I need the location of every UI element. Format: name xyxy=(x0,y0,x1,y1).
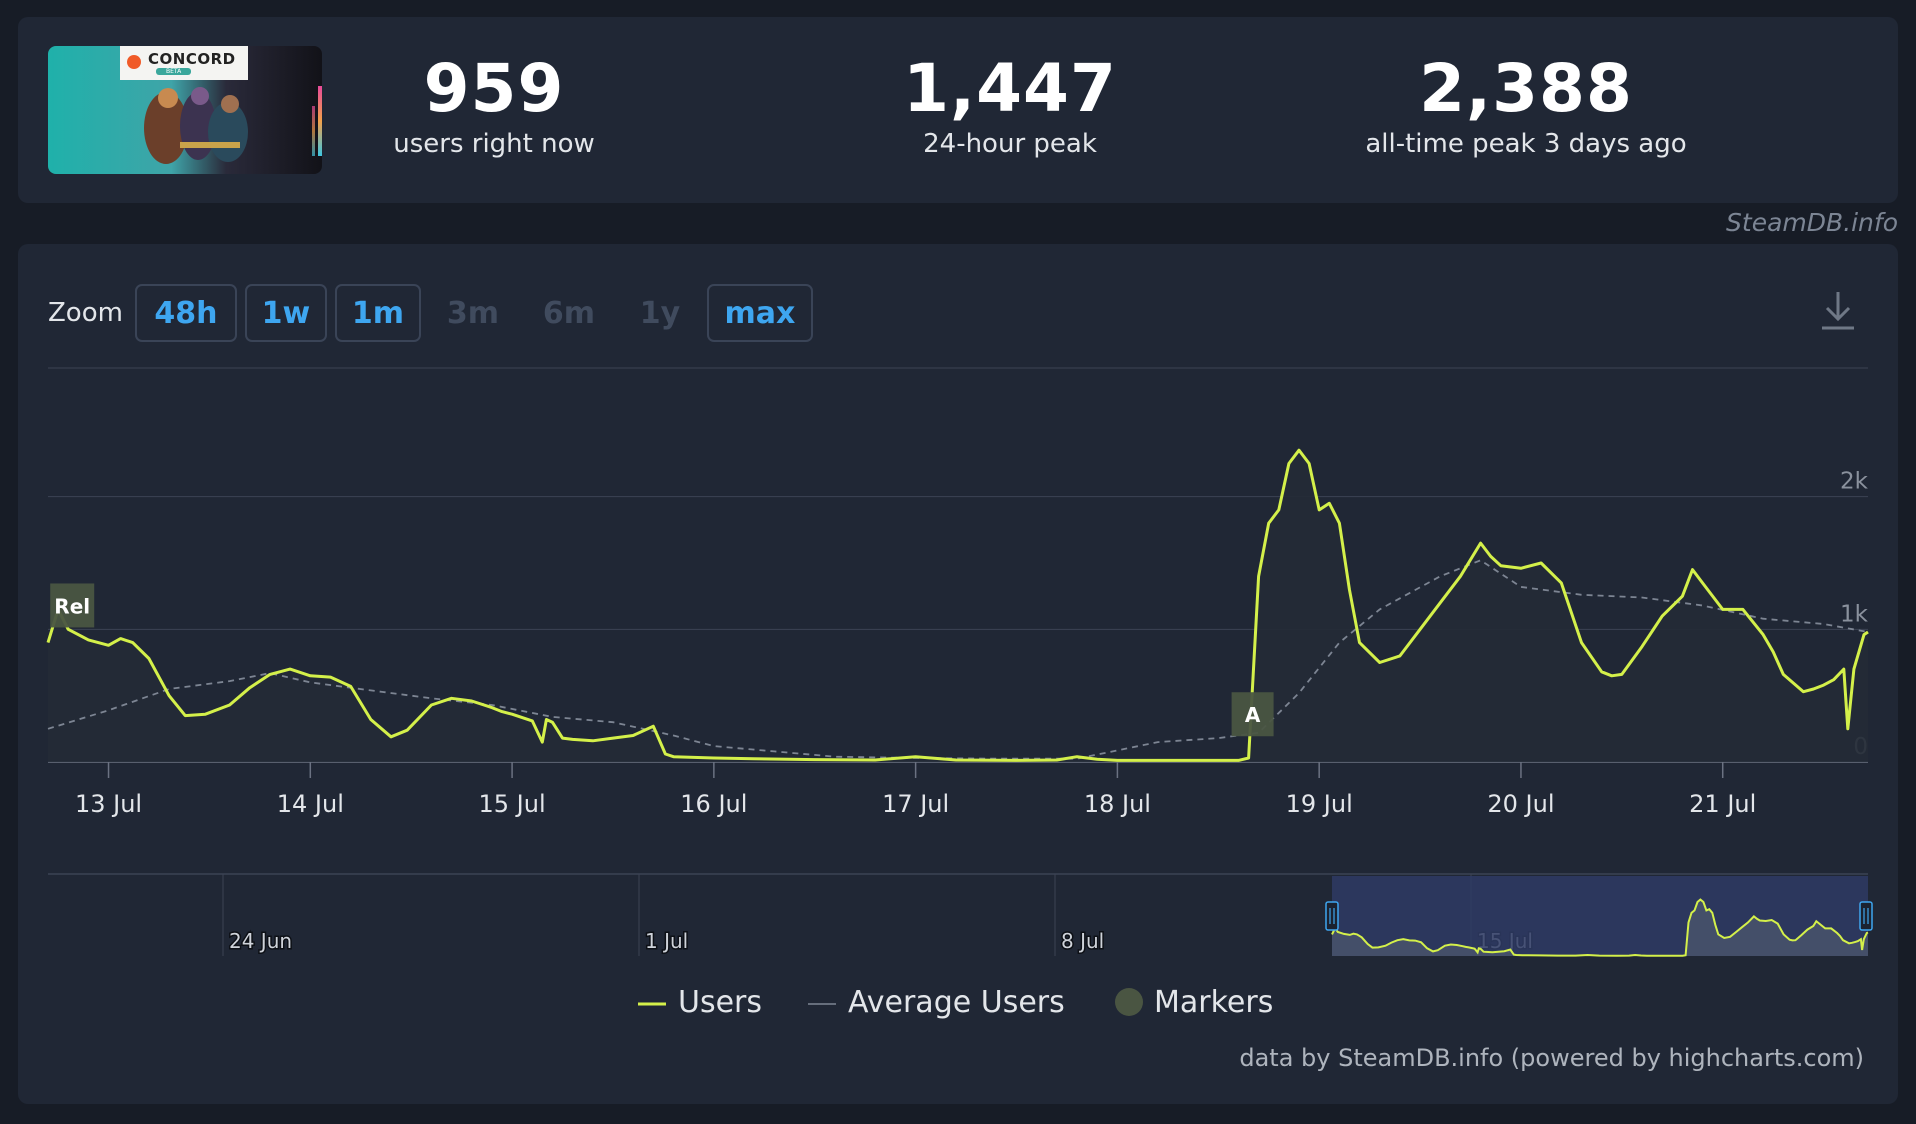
stat-24h-peak-value: 1,447 xyxy=(903,50,1117,127)
stat-current-users-value: 959 xyxy=(423,50,565,127)
stat-all-time-peak: 2,388 all-time peak 3 days ago xyxy=(1316,51,1736,159)
stat-current-users: 959 users right now xyxy=(284,51,704,159)
x-tick-label: 13 Jul xyxy=(75,790,142,818)
users-line xyxy=(46,448,1869,762)
users-area xyxy=(48,450,1868,762)
navigator-tick-label: 1 Jul xyxy=(645,929,688,953)
marker-label: A xyxy=(1245,703,1261,727)
x-tick-label: 16 Jul xyxy=(680,790,747,818)
stats-card: CONCORD BETA 959 users right now 1,447 2… xyxy=(18,17,1898,203)
download-icon[interactable] xyxy=(1818,288,1858,332)
stat-current-users-label: users right now xyxy=(393,128,595,159)
marker-flag[interactable] xyxy=(50,583,95,628)
marker-flag[interactable] xyxy=(1231,692,1274,737)
zoom-1y-button[interactable]: 1y xyxy=(639,295,681,331)
zoom-max-button[interactable]: max xyxy=(706,284,813,342)
navigator-tick-halo: 24 Jun xyxy=(229,929,292,953)
chart-footer-credit[interactable]: data by SteamDB.info (powered by highcha… xyxy=(1239,1044,1864,1072)
x-tick-label: 20 Jul xyxy=(1487,790,1554,818)
x-tick-label: 19 Jul xyxy=(1286,790,1353,818)
zoom-6m-button[interactable]: 6m xyxy=(542,295,596,331)
navigator-tick-halo: 1 Jul xyxy=(645,929,688,953)
legend-markers-label: Markers xyxy=(1154,985,1273,1020)
legend-users-label: Users xyxy=(678,985,762,1020)
game-thumbnail[interactable]: CONCORD BETA xyxy=(48,46,322,174)
navigator-area xyxy=(1332,899,1868,956)
x-tick-label: 18 Jul xyxy=(1084,790,1151,818)
y-tick-label: 1k xyxy=(1840,601,1869,627)
navigator-tick-label: 8 Jul xyxy=(1061,929,1104,953)
game-logo-badge: BETA xyxy=(156,68,192,75)
navigator-right-handle[interactable] xyxy=(1859,901,1873,931)
navigator-tick-halo: 8 Jul xyxy=(1061,929,1104,953)
stat-24h-peak-label: 24-hour peak xyxy=(923,128,1097,159)
zoom-1m-button[interactable]: 1m xyxy=(334,284,421,342)
y-tick-label: 2k xyxy=(1840,469,1869,495)
legend-markers-symbol[interactable] xyxy=(1115,988,1143,1016)
zoom-1w-button[interactable]: 1w xyxy=(244,284,327,342)
stat-24h-peak: 1,447 24-hour peak xyxy=(800,51,1220,159)
navigator-left-handle[interactable] xyxy=(1325,901,1339,931)
marker-label: Rel xyxy=(54,594,90,618)
navigator-series-line xyxy=(1331,898,1869,957)
average-users-line xyxy=(47,559,1869,760)
stat-all-time-peak-label: all-time peak 3 days ago xyxy=(1365,128,1687,159)
zoom-48h-button[interactable]: 48h xyxy=(134,284,237,342)
game-logo-text: CONCORD xyxy=(148,50,236,68)
game-artwork-image xyxy=(48,46,322,174)
x-tick-label: 15 Jul xyxy=(479,790,546,818)
zoom-label: Zoom xyxy=(48,298,123,328)
x-tick-label: 14 Jul xyxy=(277,790,344,818)
concord-logo-icon xyxy=(127,55,141,69)
legend-average-label: Average Users xyxy=(848,985,1065,1020)
x-tick-label: 17 Jul xyxy=(882,790,949,818)
navigator-tick-label: 24 Jun xyxy=(229,929,292,953)
source-credit[interactable]: SteamDB.info xyxy=(1726,208,1898,237)
stat-all-time-peak-value: 2,388 xyxy=(1419,50,1633,127)
x-tick-label: 21 Jul xyxy=(1689,790,1756,818)
zoom-3m-button[interactable]: 3m xyxy=(446,295,500,331)
zoom-controls: Zoom 48h 1w 1m 3m 6m 1y max xyxy=(48,284,821,342)
